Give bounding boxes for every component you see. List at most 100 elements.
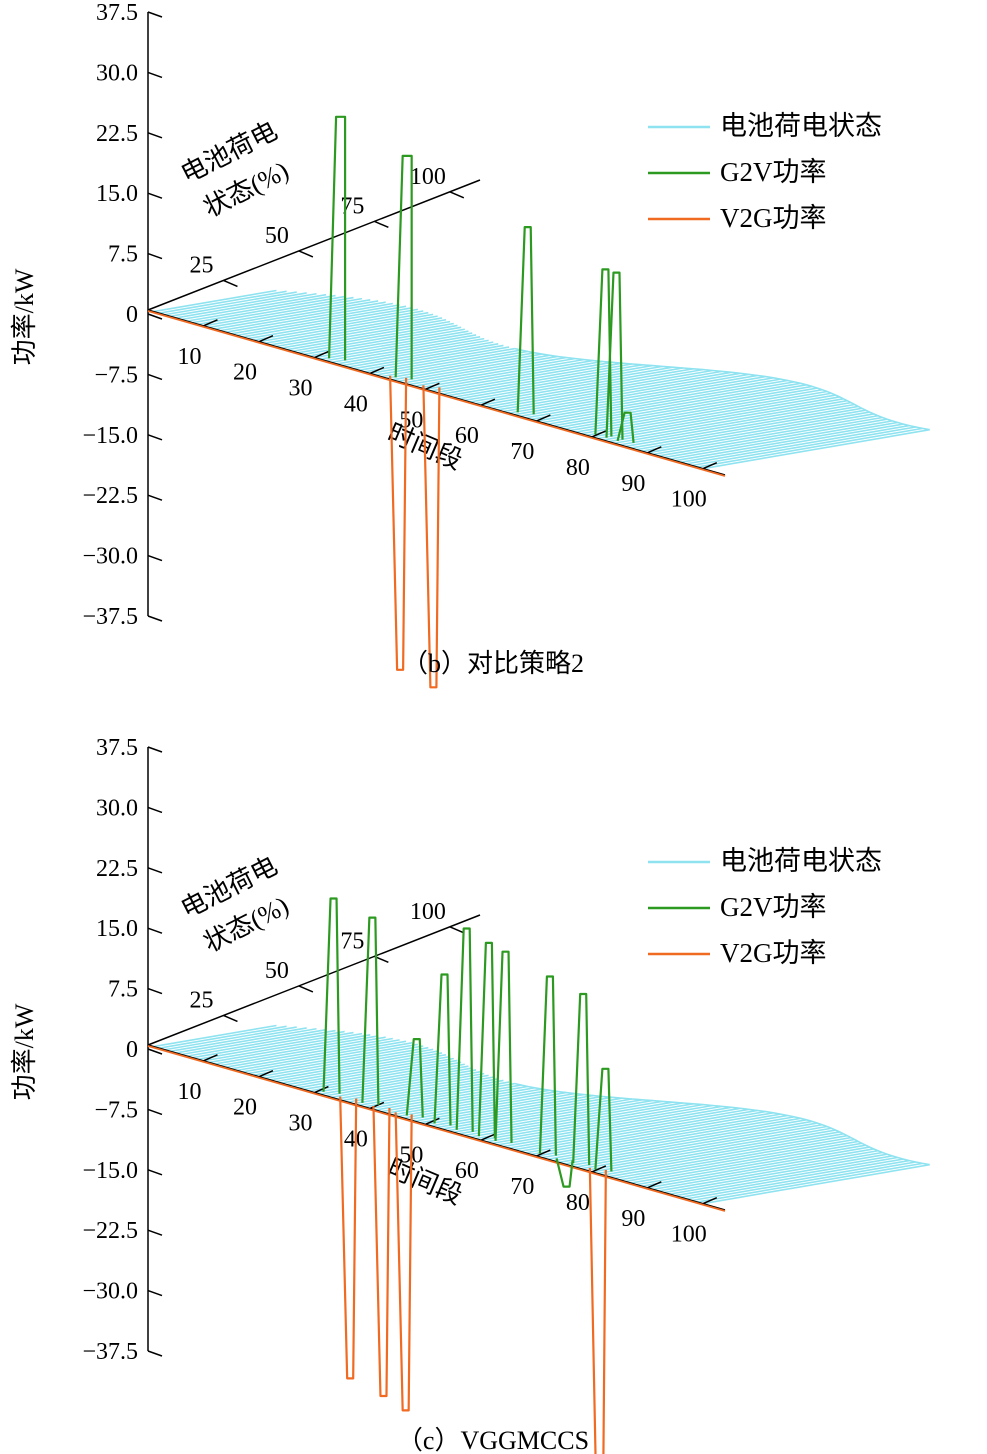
time-tick — [536, 1149, 551, 1157]
soc-ribbon-line — [347, 341, 494, 368]
g2v-pulse — [538, 975, 558, 1156]
g2v-pulse — [477, 941, 496, 1139]
soc-tick-label: 75 — [340, 928, 364, 954]
soc-ribbon-line — [164, 291, 297, 316]
soc-ribbon-line — [486, 368, 704, 408]
time-tick — [369, 1101, 385, 1110]
soc-ribbon-line — [608, 399, 848, 443]
chart-panel-c: 37.5 30.0 22.5 15.0 7.5 0 −7.5 −15.0 −22.5 −30.0 −… — [10, 735, 930, 1454]
soc-ribbon-line — [469, 1101, 673, 1138]
soc-ribbon-line — [613, 401, 852, 445]
soc-ribbon-line — [391, 1088, 543, 1116]
soc-ribbon-line — [175, 292, 317, 319]
soc-ribbon-line — [314, 330, 469, 359]
soc-ribbon-line — [602, 398, 844, 441]
soc-ribbon-line — [586, 392, 832, 437]
y-tick — [147, 867, 163, 874]
soc-ribbon-line — [674, 1156, 898, 1197]
soc-ribbon-line — [186, 294, 336, 322]
soc-tick — [449, 191, 465, 199]
soc-ribbon-line — [464, 1100, 663, 1137]
soc-ribbon-line — [436, 361, 613, 394]
y-tick-label: 0 — [126, 302, 138, 328]
time-tick-label: 10 — [177, 344, 201, 370]
soc-ribbon-line — [436, 1096, 613, 1129]
soc-ribbon-line — [641, 411, 870, 452]
time-tick — [369, 366, 385, 375]
soc-ribbon-line — [491, 1104, 713, 1145]
soc-ribbon-line — [297, 324, 458, 354]
y-tick — [147, 987, 163, 995]
soc-ribbon-line — [319, 1067, 473, 1095]
soc-ribbon-line — [541, 379, 788, 424]
y-tick-label: −22.5 — [82, 483, 138, 509]
v2g-pulse — [389, 375, 408, 671]
v2g-pulse — [588, 1167, 607, 1454]
y-tick-label: 7.5 — [108, 242, 138, 268]
time-tick-label: 30 — [288, 376, 312, 402]
v2g-pulse — [394, 1112, 413, 1412]
time-axis-line — [147, 1044, 726, 1211]
soc-ribbon-line — [380, 350, 528, 378]
soc-tick — [298, 985, 314, 993]
soc-ribbon-line — [330, 335, 481, 364]
y-tick — [147, 927, 163, 934]
y-tick-label: 37.5 — [96, 0, 138, 26]
time-tick-label: 90 — [621, 471, 645, 497]
time-tick — [480, 398, 496, 406]
g2v-pulse — [516, 226, 535, 415]
soc-ribbon-line — [575, 388, 823, 433]
soc-ribbons — [153, 1024, 930, 1205]
v2g-pulse — [422, 385, 441, 689]
soc-ribbon-line — [208, 1033, 371, 1064]
soc-ribbon-line — [536, 378, 781, 422]
soc-ribbon-line — [514, 1108, 750, 1151]
panel-caption: （b）对比策略2 — [402, 649, 584, 678]
soc-ribbon-line — [453, 1099, 643, 1134]
y-tick-label: −37.5 — [82, 1339, 138, 1365]
time-tick — [647, 446, 662, 454]
soc-ribbon-line — [691, 1161, 916, 1202]
v2g-pulse — [339, 1096, 358, 1380]
time-tick-label: 90 — [621, 1206, 645, 1232]
time-tick — [425, 1117, 440, 1126]
y-tick — [147, 615, 163, 622]
y-tick-label: 15.0 — [96, 181, 138, 207]
time-tick-label: 10 — [177, 1079, 201, 1105]
soc-ribbon-line — [608, 1134, 848, 1178]
y-tick-label: −7.5 — [94, 1097, 138, 1123]
soc-ribbon-line — [575, 1123, 823, 1168]
y-tick — [147, 806, 163, 814]
soc-ribbon-line — [264, 1048, 434, 1080]
soc-ribbon-line — [475, 1102, 684, 1140]
soc-ribbon-line — [347, 1076, 494, 1103]
soc-ribbon-line — [697, 427, 923, 468]
soc-tick-label: 100 — [410, 899, 446, 925]
panel-caption: （c）VGGMCCS — [397, 1426, 589, 1454]
soc-ribbon-line — [236, 305, 407, 337]
g2v-pulse — [455, 927, 474, 1132]
soc-ribbon-line — [336, 337, 485, 365]
time-tick-label: 30 — [288, 1111, 312, 1137]
soc-ribbon-line — [586, 1127, 832, 1172]
time-tick — [203, 319, 218, 327]
y-tick-label: 15.0 — [96, 916, 138, 942]
soc-ribbon-line — [181, 1028, 327, 1056]
legend-label-0: 电池荷电状态 — [720, 846, 882, 876]
soc-ribbon-line — [658, 416, 883, 457]
time-tick — [480, 1133, 496, 1141]
g2v-pulse — [616, 411, 635, 443]
legend-label-0: 电池荷电状态 — [720, 111, 882, 141]
y-tick-label: 30.0 — [96, 60, 138, 86]
soc-ribbon-line — [552, 382, 801, 427]
soc-ribbon-line — [530, 1112, 774, 1156]
soc-ribbon-line — [275, 317, 443, 348]
soc-ribbon-edge — [514, 347, 930, 431]
time-tick — [314, 350, 329, 359]
time-tick-label: 60 — [455, 1158, 479, 1184]
soc-ribbon-line — [547, 381, 795, 426]
soc-ribbon-line — [558, 1119, 807, 1164]
legend-label-2: V2G功率 — [720, 938, 827, 968]
time-tick — [425, 382, 440, 391]
